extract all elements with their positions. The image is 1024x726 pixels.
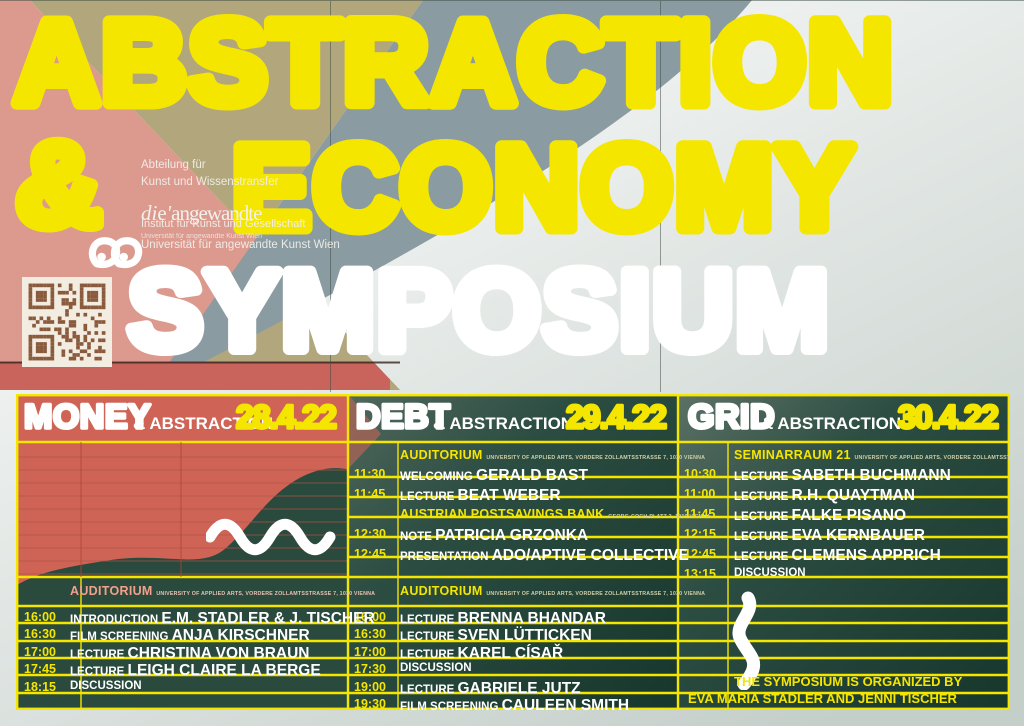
svg-text:ABSTRACTION: ABSTRACTION	[14, 0, 895, 129]
svg-text:28.4.22: 28.4.22	[236, 399, 336, 435]
svg-text:SYMPOSIUM: SYMPOSIUM	[128, 248, 831, 373]
svg-text:29.4.22: 29.4.22	[566, 399, 666, 435]
svg-text:&: &	[16, 119, 103, 251]
svg-text:30.4.22: 30.4.22	[898, 399, 998, 435]
